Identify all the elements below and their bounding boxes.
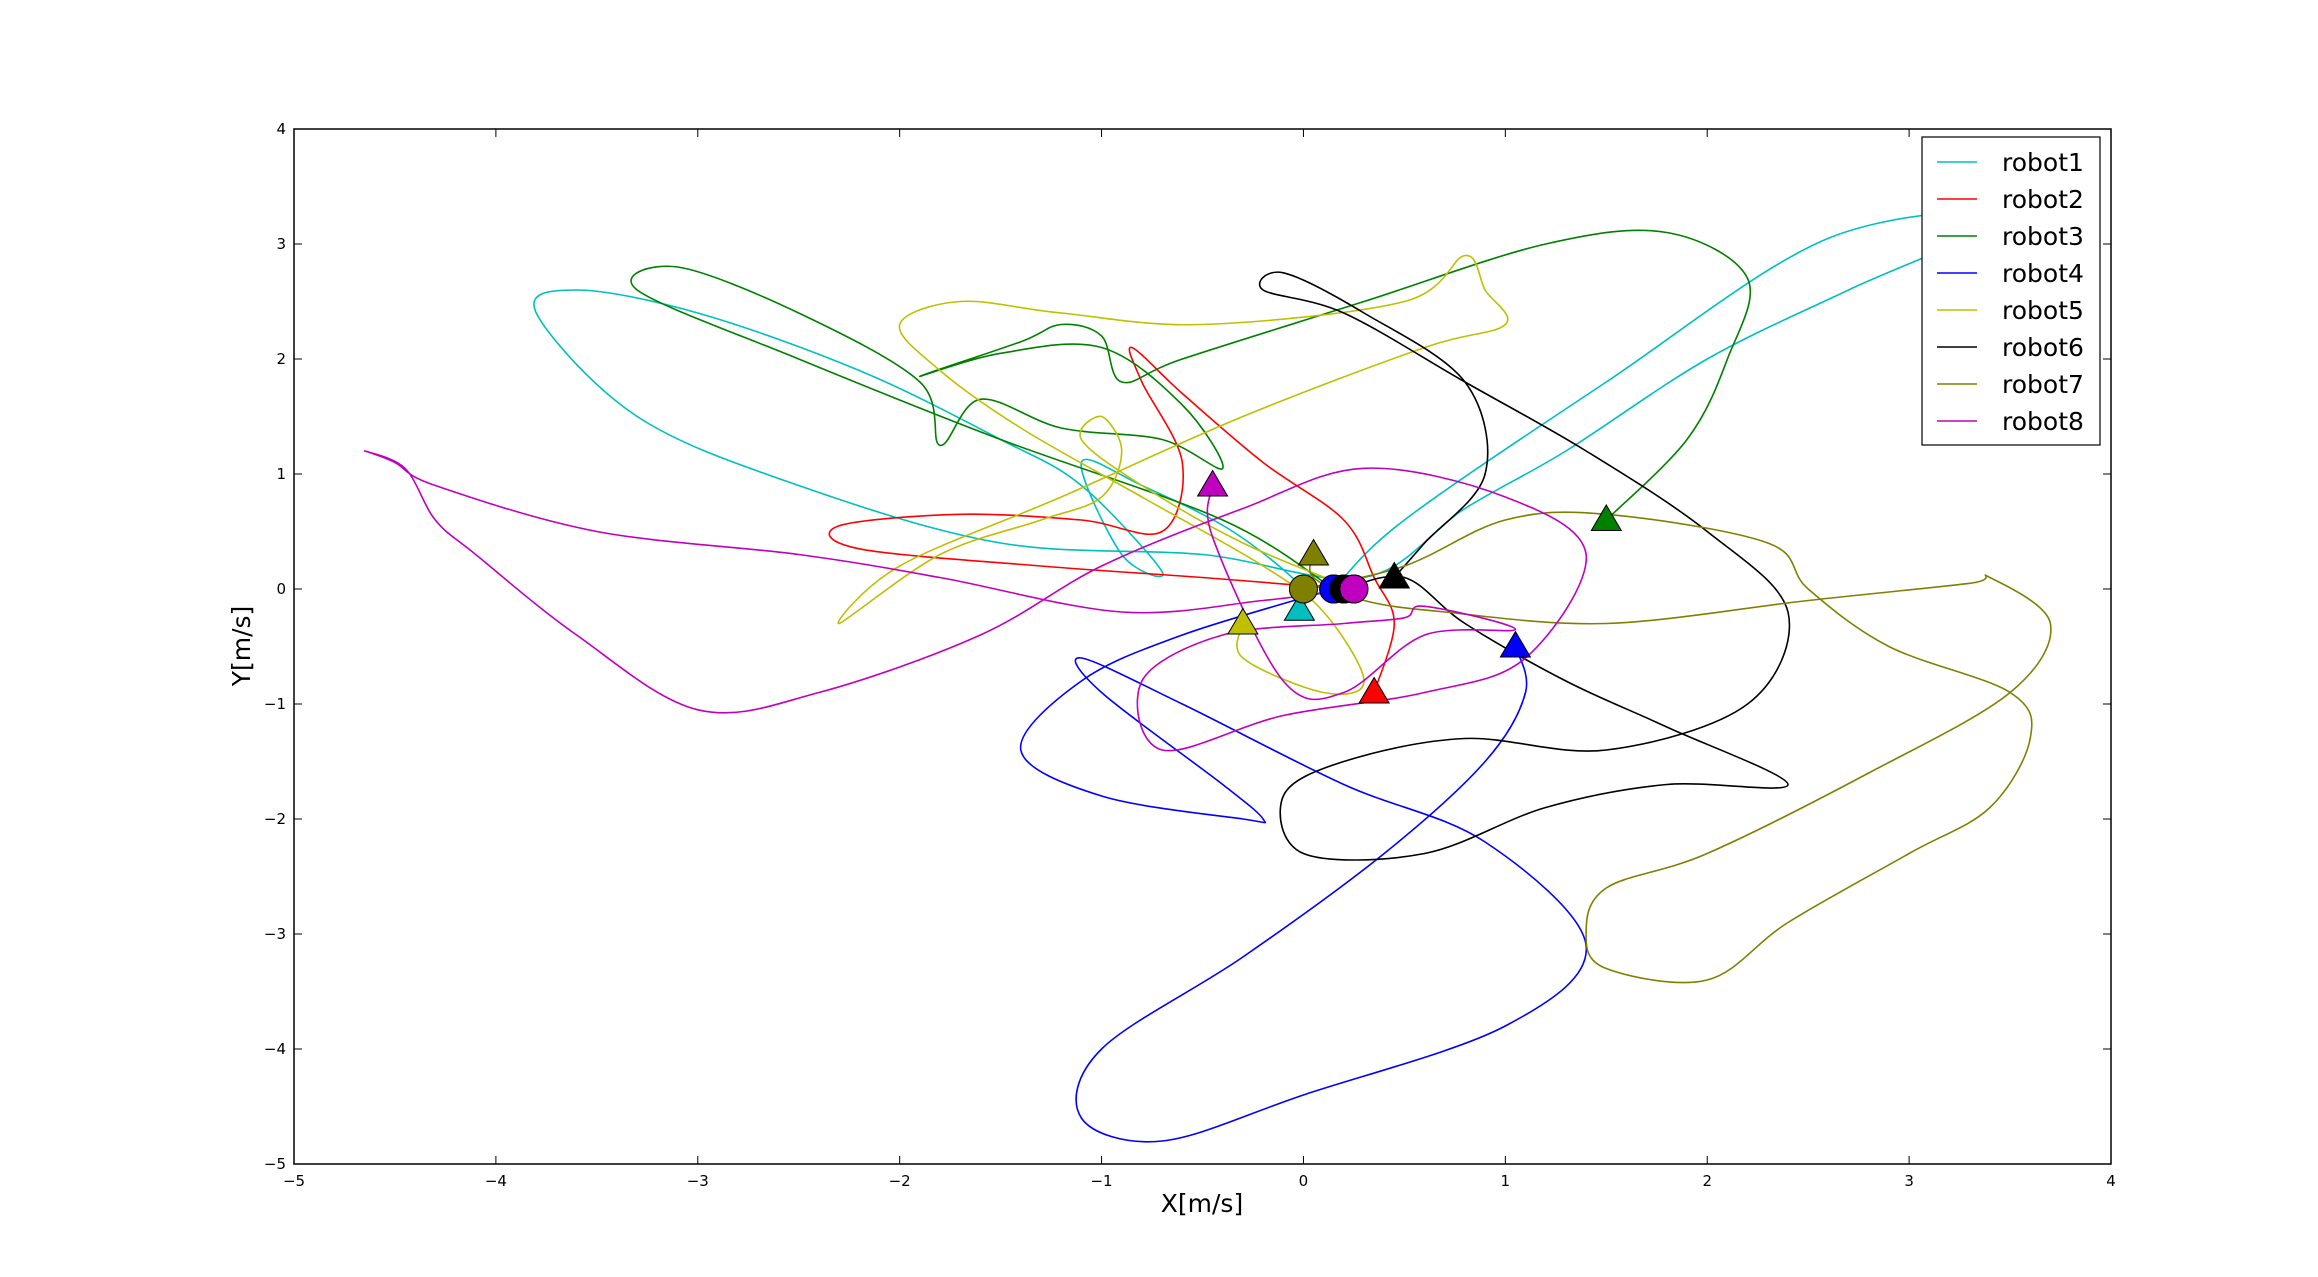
x-tick-label: 4 <box>2106 1172 2116 1190</box>
legend: robot1 robot2 robot3 robot4 robot5 robot6 robo… <box>1921 136 2101 446</box>
series-line-robot5 <box>837 254 1509 695</box>
start-marker-robot8 <box>1339 574 1369 604</box>
legend-label-robot3: robot3 <box>2002 222 2084 251</box>
legend-label-robot6: robot6 <box>2002 333 2084 362</box>
series-line-robot2 <box>828 346 1396 693</box>
start-marker-robot7 <box>1288 574 1318 604</box>
end-marker-robot8 <box>1196 469 1229 497</box>
legend-label-robot1: robot1 <box>2002 148 2084 177</box>
y-tick-label: −4 <box>264 1040 286 1058</box>
x-tick-label: 3 <box>1904 1172 1914 1190</box>
y-tick-label: 2 <box>276 350 286 368</box>
series-line-robot6 <box>1258 271 1791 861</box>
end-marker-robot6 <box>1378 561 1411 589</box>
x-tick-label: 2 <box>1702 1172 1712 1190</box>
end-marker-robot4 <box>1499 630 1532 658</box>
legend-frame <box>1921 136 2101 446</box>
legend-label-robot4: robot4 <box>2002 259 2084 288</box>
series-line-robot7 <box>1303 511 2052 984</box>
y-tick-label: −1 <box>264 695 286 713</box>
x-tick-label: −4 <box>485 1172 507 1190</box>
tick-layer: −5 −4 −3 −2 −1 0 1 2 3 4 −5 −4 −3 −2 −1 0 1 2 3 4 <box>264 120 2116 1190</box>
legend-label-robot5: robot5 <box>2002 296 2084 325</box>
x-axis-label: X[m/s] <box>1161 1189 1243 1218</box>
y-tick-label: 4 <box>276 120 286 138</box>
plot-background <box>294 129 2111 1164</box>
y-tick-label: 1 <box>276 465 286 483</box>
x-tick-label: −2 <box>889 1172 911 1190</box>
x-tick-label: −5 <box>283 1172 305 1190</box>
end-marker-robot7 <box>1297 538 1330 566</box>
series-line-robot3 <box>630 229 1752 590</box>
plot-frame <box>293 128 2112 1165</box>
legend-label-robot2: robot2 <box>2002 185 2084 214</box>
y-axis-label: Y[m/s] <box>227 606 256 688</box>
legend-label-robot7: robot7 <box>2002 370 2084 399</box>
end-marker-robot5 <box>1227 607 1259 635</box>
y-tick-label: 0 <box>276 580 286 598</box>
x-tick-label: −3 <box>687 1172 709 1190</box>
series-line-robot8 <box>363 450 1587 752</box>
x-tick-label: 0 <box>1299 1172 1309 1190</box>
x-tick-label: −1 <box>1090 1172 1112 1190</box>
y-tick-label: −5 <box>264 1155 286 1173</box>
series-layer <box>363 210 2052 1143</box>
end-marker-robot1 <box>1283 593 1316 621</box>
y-tick-label: −3 <box>264 925 286 943</box>
end-marker-robot2 <box>1358 676 1390 704</box>
x-tick-label: 1 <box>1501 1172 1511 1190</box>
end-marker-robot3 <box>1590 504 1623 531</box>
legend-label-robot8: robot8 <box>2002 407 2084 436</box>
marker-layer <box>1196 469 1623 704</box>
y-tick-label: −2 <box>264 810 286 828</box>
y-tick-label: 3 <box>276 235 286 253</box>
